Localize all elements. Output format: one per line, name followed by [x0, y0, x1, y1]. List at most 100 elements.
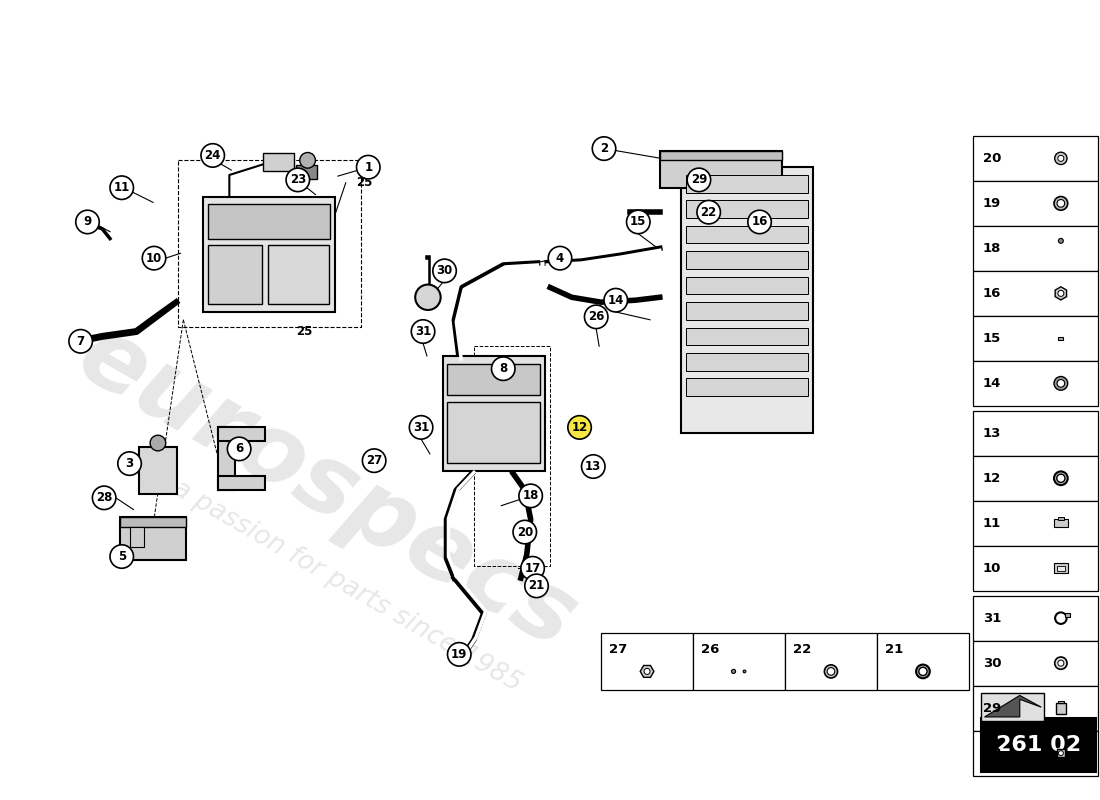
Text: 5: 5 — [118, 550, 125, 563]
Text: 23: 23 — [289, 174, 306, 186]
Circle shape — [732, 670, 736, 674]
Circle shape — [627, 210, 650, 234]
Bar — [140, 447, 176, 494]
Circle shape — [411, 320, 434, 343]
Circle shape — [1055, 152, 1067, 165]
Circle shape — [76, 210, 99, 234]
Circle shape — [1054, 377, 1068, 390]
Text: 29: 29 — [691, 174, 707, 186]
Bar — [1057, 566, 1065, 570]
Text: 7: 7 — [77, 335, 85, 348]
Bar — [601, 633, 693, 690]
Bar — [1058, 337, 1064, 340]
Circle shape — [1057, 379, 1065, 387]
Circle shape — [69, 330, 92, 353]
Bar — [972, 271, 1098, 316]
Circle shape — [548, 246, 572, 270]
Bar — [972, 410, 1098, 456]
Circle shape — [356, 155, 380, 179]
Bar — [785, 633, 877, 690]
Text: 25: 25 — [296, 325, 312, 338]
Circle shape — [604, 289, 627, 312]
Text: 31: 31 — [982, 612, 1001, 625]
Circle shape — [918, 667, 927, 675]
Bar — [972, 546, 1098, 590]
Bar — [1058, 701, 1064, 703]
Polygon shape — [1055, 286, 1067, 300]
Bar — [686, 201, 808, 218]
Text: 6: 6 — [235, 442, 243, 455]
Text: 22: 22 — [793, 642, 811, 656]
Bar — [972, 456, 1098, 501]
Bar — [972, 181, 1098, 226]
Text: 15: 15 — [982, 332, 1001, 345]
Circle shape — [645, 668, 650, 674]
Text: 8: 8 — [499, 362, 507, 375]
Text: 28: 28 — [982, 746, 1001, 760]
Circle shape — [513, 520, 537, 544]
Text: 3: 3 — [125, 457, 133, 470]
Text: 31: 31 — [412, 421, 429, 434]
Bar — [1056, 702, 1066, 714]
Text: 24: 24 — [205, 149, 221, 162]
Bar — [972, 361, 1098, 406]
Bar — [1054, 563, 1068, 573]
Bar — [686, 353, 808, 370]
Circle shape — [824, 665, 837, 678]
Text: 21: 21 — [884, 642, 903, 656]
Circle shape — [592, 137, 616, 160]
Circle shape — [300, 153, 316, 168]
Text: 19: 19 — [982, 197, 1001, 210]
Text: 18: 18 — [522, 490, 539, 502]
Text: 31: 31 — [415, 325, 431, 338]
Bar — [681, 167, 813, 434]
Text: 21: 21 — [528, 579, 544, 592]
Text: 26: 26 — [701, 642, 719, 656]
Bar — [972, 136, 1098, 181]
Circle shape — [584, 305, 608, 329]
Circle shape — [1058, 290, 1064, 296]
Circle shape — [362, 449, 386, 472]
Circle shape — [409, 416, 432, 439]
Circle shape — [525, 574, 548, 598]
Text: 14: 14 — [607, 294, 624, 306]
Text: 15: 15 — [630, 215, 647, 229]
Circle shape — [1054, 197, 1068, 210]
Text: 26: 26 — [588, 310, 604, 323]
Circle shape — [286, 168, 309, 192]
Circle shape — [1055, 657, 1067, 670]
Circle shape — [415, 285, 441, 310]
Bar — [296, 166, 318, 179]
Circle shape — [1058, 750, 1064, 756]
Bar — [981, 694, 1044, 721]
Text: 25: 25 — [356, 176, 373, 190]
Text: 10: 10 — [982, 562, 1001, 574]
Circle shape — [432, 259, 456, 282]
Text: 16: 16 — [751, 215, 768, 229]
Bar — [686, 251, 808, 269]
Bar — [120, 518, 186, 527]
Bar — [660, 150, 782, 188]
Bar — [1058, 517, 1064, 519]
Bar — [877, 633, 969, 690]
Text: 14: 14 — [982, 377, 1001, 390]
Text: 13: 13 — [585, 460, 602, 473]
Bar — [972, 686, 1098, 730]
Circle shape — [568, 416, 592, 439]
Bar — [686, 378, 808, 396]
Bar — [263, 154, 294, 171]
Circle shape — [201, 144, 224, 167]
Circle shape — [110, 545, 133, 568]
Circle shape — [1058, 238, 1064, 243]
Bar — [218, 476, 265, 490]
Bar — [1054, 519, 1068, 527]
Circle shape — [1054, 471, 1068, 485]
Bar — [686, 175, 808, 193]
Bar — [448, 402, 540, 462]
Circle shape — [1057, 199, 1065, 207]
Circle shape — [1057, 474, 1065, 482]
Text: 30: 30 — [982, 657, 1001, 670]
Bar — [208, 246, 262, 304]
Polygon shape — [984, 695, 1042, 717]
Polygon shape — [640, 666, 653, 678]
